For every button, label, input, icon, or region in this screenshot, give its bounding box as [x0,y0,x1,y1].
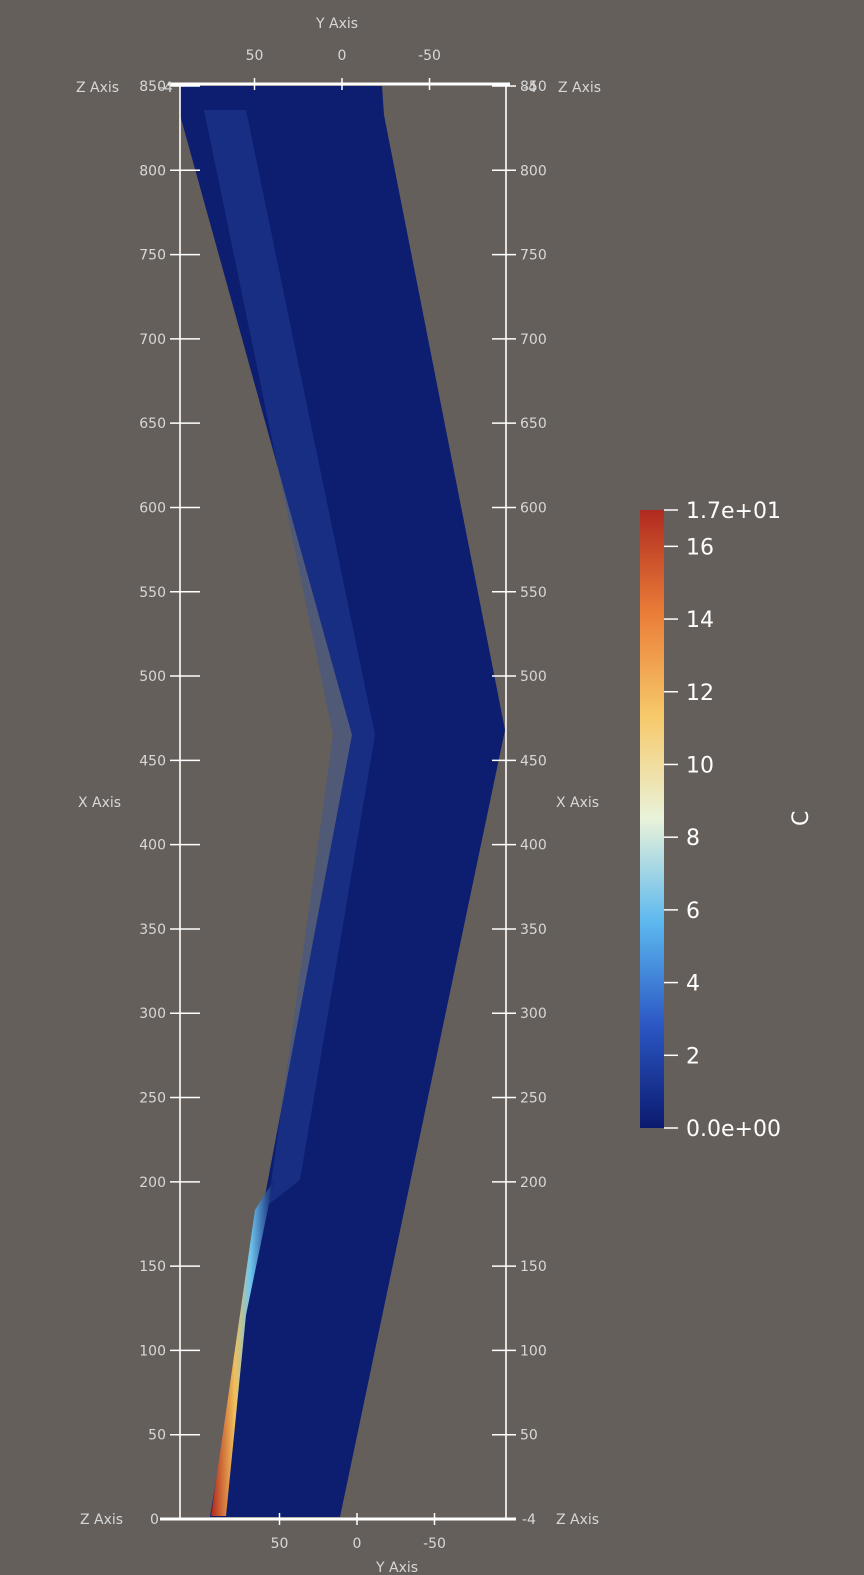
left-x-tick-label: 300 [139,1006,166,1022]
left-x-tick-label: 350 [139,922,166,938]
right-x-tick-label: 300 [520,1006,547,1022]
right-x-tick-label: 800 [520,163,547,179]
top-y-tick-label: -50 [418,48,441,64]
colorbar-tick-label: 16 [686,535,714,560]
right-x-ticks: 50 100 150 200 250 300 350 400 450 500 550 600 650 70… [492,79,547,1444]
right-x-tick-label: 50 [520,1428,538,1444]
bottom-y-tick-label: 0 [353,1536,362,1552]
right-x-tick-label: 450 [520,753,547,769]
left-x-tick-label: 850 [139,79,166,95]
right-x-tick-label: 200 [520,1175,547,1191]
concentration-plume [211,1180,274,1516]
left-x-tick-label: 50 [148,1428,166,1444]
right-x-tick-label: 400 [520,838,547,854]
left-x-tick-label: 800 [139,163,166,179]
colorbar-gradient [640,510,664,1128]
left-x-tick-label: 150 [139,1259,166,1275]
top-y-tick-label: 0 [338,48,347,64]
top-left-z-axis-title: Z Axis [76,80,119,96]
bottom-left-z-tick: 0 [150,1512,159,1528]
left-x-tick-label: 650 [139,416,166,432]
colorbar-title: C [789,811,814,826]
bottom-y-ticks: 50 0 -50 [271,1513,446,1552]
colorbar-tick-label: 12 [686,681,714,706]
bottom-left-z-axis-title: Z Axis [80,1512,123,1528]
right-x-tick-label: 100 [520,1343,547,1359]
shear-ridge-band [204,110,375,1205]
colorbar-tick-label: 10 [686,753,714,778]
bottom-y-tick-label: 50 [271,1536,289,1552]
right-x-tick-label: 550 [520,585,547,601]
top-y-ticks: 50 0 -50 [246,48,441,90]
right-x-axis-title: X Axis [556,795,599,811]
left-x-tick-label: 750 [139,248,166,264]
left-x-axis-title: X Axis [78,795,121,811]
color-legend[interactable]: 16 14 12 10 8 6 4 2 1.7e+01 0.0e+00 C [640,499,814,1142]
top-y-tick-label: 50 [246,48,264,64]
right-x-tick-label: 700 [520,332,547,348]
right-x-tick-label: 600 [520,500,547,516]
left-x-tick-label: 500 [139,669,166,685]
top-right-z-axis-title: Z Axis [558,80,601,96]
colorbar-tick-label: 14 [686,608,714,633]
top-right-z-tick: -4 [523,80,537,96]
left-x-tick-label: 450 [139,753,166,769]
bottom-y-axis-title: Y Axis [375,1560,418,1575]
colorbar-max-label: 1.7e+01 [686,499,781,524]
bottom-right-z-axis-title: Z Axis [556,1512,599,1528]
left-x-tick-label: 250 [139,1091,166,1107]
colorbar-tick-label: 2 [686,1044,700,1069]
left-x-tick-label: 700 [139,332,166,348]
right-x-tick-label: 850 [520,79,547,95]
right-x-tick-label: 350 [520,922,547,938]
left-x-ticks: 50 100 150 200 250 300 350 400 450 500 550 600 650 70… [139,79,200,1444]
right-x-tick-label: 250 [520,1091,547,1107]
left-x-tick-label: 200 [139,1175,166,1191]
colorbar-tick-label: 4 [686,972,700,997]
colorbar-ticks: 16 14 12 10 8 6 4 2 [664,535,714,1069]
right-x-tick-label: 500 [520,669,547,685]
left-x-tick-label: 400 [139,838,166,854]
left-x-tick-label: 100 [139,1343,166,1359]
left-x-tick-label: 550 [139,585,166,601]
colorbar-tick-label: 6 [686,899,700,924]
right-x-tick-label: 750 [520,248,547,264]
top-left-z-tick: -4 [159,80,173,96]
channel-domain [180,86,505,1517]
bottom-y-tick-label: -50 [423,1536,446,1552]
channel-shape [180,86,505,1517]
left-x-tick-label: 600 [139,500,166,516]
colorbar-tick-label: 8 [686,826,700,851]
right-x-tick-label: 650 [520,416,547,432]
top-y-axis-title: Y Axis [315,16,358,32]
cube-axes: 5010015020025030035040045050055060065070… [76,16,601,1575]
bottom-right-z-tick: -4 [522,1512,536,1528]
colorbar-min-label: 0.0e+00 [686,1117,781,1142]
right-x-tick-label: 150 [520,1259,547,1275]
